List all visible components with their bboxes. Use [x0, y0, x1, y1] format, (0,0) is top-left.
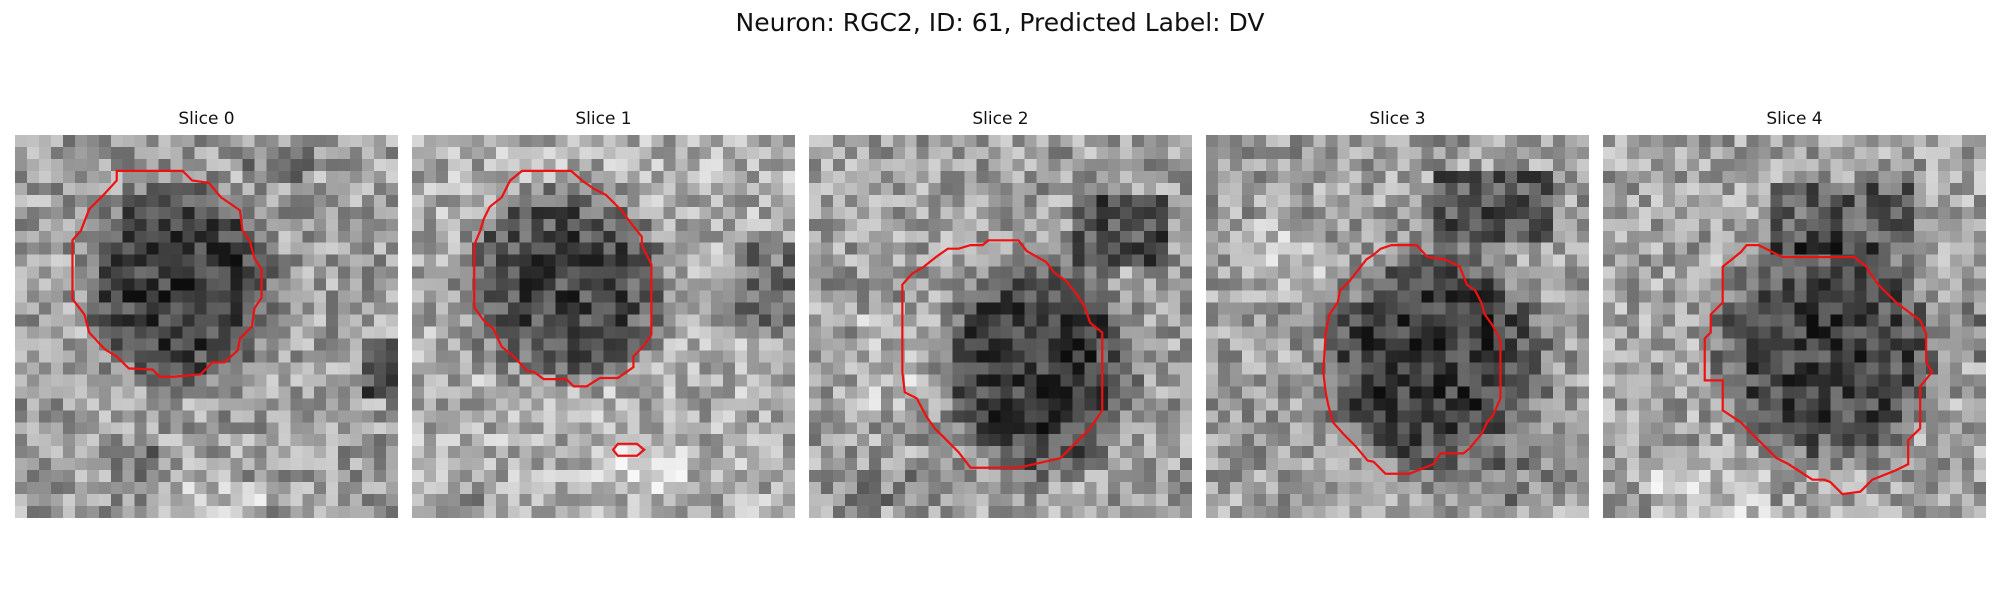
slice-title: Slice 4	[1766, 109, 1823, 129]
slice-image	[1206, 135, 1589, 518]
pixel-grid	[1206, 135, 1589, 518]
slice-panel-1: Slice 1	[412, 108, 795, 518]
segmentation-outline	[474, 171, 651, 386]
slice-image	[809, 135, 1192, 518]
pixel-grid	[1603, 135, 1986, 518]
slice-image	[1603, 135, 1986, 518]
slice-panel-2: Slice 2	[809, 108, 1192, 518]
slice-panel-3: Slice 3	[1206, 108, 1589, 518]
segmentation-outline	[902, 240, 1102, 467]
slice-image	[15, 135, 398, 518]
slice-panel-0: Slice 0	[15, 108, 398, 518]
segmentation-outline	[1705, 245, 1932, 494]
slice-title: Slice 3	[1369, 109, 1426, 129]
pixel-grid	[809, 135, 1192, 518]
slice-panel-4: Slice 4	[1603, 108, 1986, 518]
slice-image	[412, 135, 795, 518]
segmentation-outline	[72, 171, 261, 377]
figure-title: Neuron: RGC2, ID: 61, Predicted Label: D…	[735, 8, 1265, 37]
slice-title: Slice 2	[972, 109, 1029, 129]
slice-title: Slice 1	[575, 109, 632, 129]
segmentation-outline	[1323, 245, 1500, 474]
segmentation-outline-small	[613, 444, 644, 456]
pixel-grid	[15, 135, 398, 518]
slice-title: Slice 0	[178, 109, 235, 129]
